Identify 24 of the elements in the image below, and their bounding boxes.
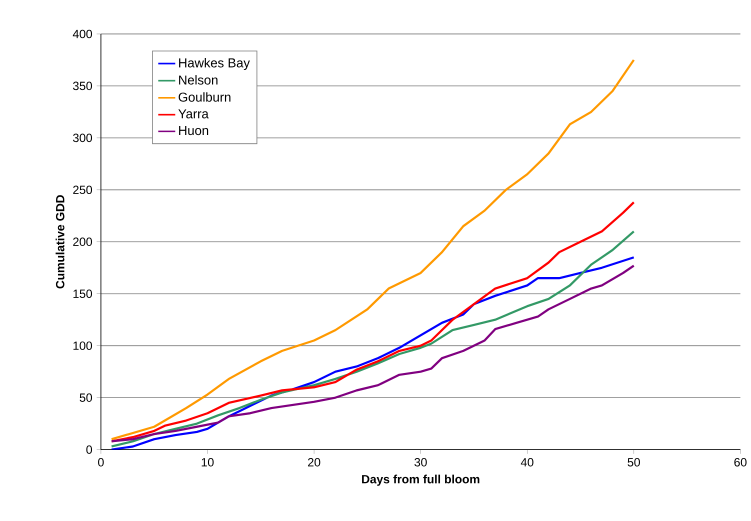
x-tick-label: 40 bbox=[520, 458, 534, 467]
y-tick-label: 200 bbox=[73, 238, 92, 246]
y-tick-label: 100 bbox=[73, 342, 92, 350]
y-tick-label: 150 bbox=[73, 290, 92, 298]
x-tick-label: 50 bbox=[628, 458, 640, 467]
legend-label: Yarra bbox=[178, 110, 209, 119]
x-axis-title: Days from full bloom bbox=[362, 474, 480, 486]
x-tick-label: 20 bbox=[308, 458, 320, 467]
y-tick-label: 350 bbox=[73, 82, 92, 90]
y-tick-label: 300 bbox=[73, 134, 92, 142]
y-tick-label: 250 bbox=[73, 186, 92, 194]
y-axis-title: Cumulative GDD bbox=[56, 195, 64, 289]
legend-label: Goulburn bbox=[178, 92, 230, 102]
y-tick-label: 50 bbox=[80, 394, 92, 402]
y-tick-label: 0 bbox=[86, 446, 92, 454]
x-tick-label: 0 bbox=[98, 458, 104, 467]
legend-label: Nelson bbox=[179, 75, 218, 85]
line-series bbox=[110, 59, 635, 441]
x-tick-label: 60 bbox=[734, 458, 747, 467]
legend-label: Huon bbox=[179, 126, 208, 136]
y-tick-label: 400 bbox=[72, 30, 92, 38]
x-tick-label: 10 bbox=[202, 458, 214, 467]
x-tick-label: 30 bbox=[414, 458, 427, 467]
legend-label: Hawkes Bay bbox=[179, 58, 250, 70]
